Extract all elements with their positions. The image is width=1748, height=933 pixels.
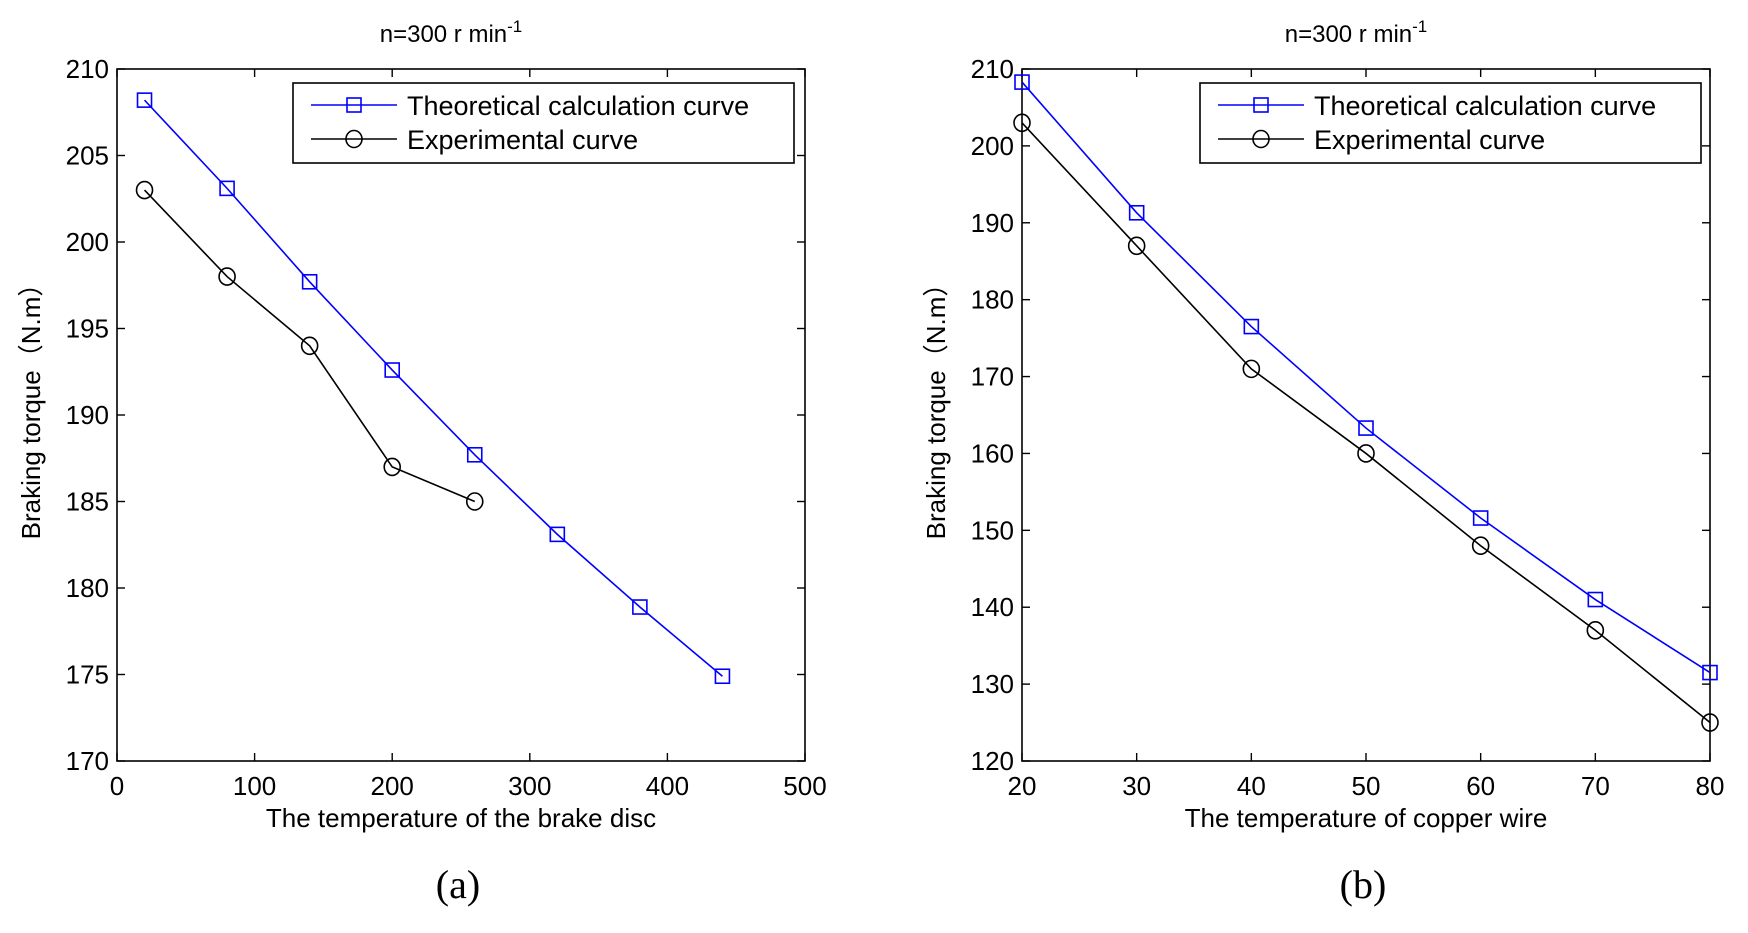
legend-marker-circle — [345, 129, 363, 149]
data-point-square — [136, 92, 153, 108]
series-line — [143, 189, 476, 503]
data-point-circle — [300, 336, 319, 356]
y-tick-label: 170 — [971, 362, 1014, 392]
x-tick-label: 50 — [1352, 771, 1381, 801]
x-tick-label: 200 — [371, 771, 414, 801]
data-point-circle — [1471, 536, 1490, 556]
series-experimental — [1013, 113, 1719, 732]
y-tick-label: 190 — [971, 208, 1014, 238]
data-point-square — [384, 362, 401, 378]
plot-frame — [1021, 68, 1711, 762]
legend-box — [292, 82, 795, 164]
x-tick-label: 500 — [783, 771, 826, 801]
legend-marker-square — [1253, 97, 1269, 113]
data-point-square — [301, 273, 318, 290]
data-point-square — [714, 668, 731, 685]
x-tick-label: 30 — [1122, 771, 1151, 801]
y-tick-label: 130 — [971, 669, 1014, 699]
panel-label: (b) — [1340, 862, 1387, 907]
x-axis-label: The temperature of the brake disc — [266, 803, 656, 833]
y-tick-label: 150 — [971, 515, 1014, 545]
x-tick-label: 80 — [1696, 771, 1725, 801]
series-theoretical — [136, 92, 731, 685]
legend-marker-square — [346, 97, 362, 113]
y-tick-label: 210 — [971, 54, 1014, 84]
series-line — [1021, 81, 1711, 674]
y-axis-label: Braking torque（N.m） — [921, 271, 951, 540]
data-point-square — [1014, 74, 1030, 90]
y-tick-label: 180 — [66, 573, 109, 603]
y-tick-label: 195 — [66, 314, 109, 344]
y-axis-label: Braking torque（N.m） — [16, 271, 46, 540]
data-point-circle — [465, 492, 484, 511]
data-point-square — [549, 526, 566, 543]
y-tick-label: 170 — [66, 746, 109, 776]
y-tick-label: 160 — [971, 438, 1014, 468]
x-tick-label: 0 — [110, 771, 124, 801]
data-point-circle — [1013, 113, 1031, 133]
y-tick-label: 205 — [66, 141, 109, 171]
x-tick-label: 70 — [1581, 771, 1610, 801]
legend-label: Theoretical calculation curve — [1314, 91, 1656, 121]
data-point-circle — [1357, 444, 1375, 463]
data-point-square — [466, 446, 483, 463]
series-line — [1021, 122, 1711, 724]
data-point-circle — [1242, 359, 1261, 379]
chart-title-text: n=300 r min — [1285, 21, 1412, 48]
plot-frame — [116, 68, 806, 762]
data-point-circle — [1701, 713, 1719, 732]
data-point-square — [1587, 591, 1604, 608]
data-point-circle — [383, 457, 402, 477]
legend-label: Experimental curve — [407, 125, 638, 155]
y-tick-label: 185 — [66, 487, 109, 517]
chart-title: n=300 r min-1 — [380, 17, 523, 48]
y-tick-label: 175 — [66, 660, 109, 690]
data-point-circle — [1586, 620, 1605, 640]
legend: Theoretical calculation curve Experimenta… — [1199, 82, 1702, 164]
x-tick-label: 40 — [1237, 771, 1266, 801]
y-tick-label: 200 — [971, 131, 1014, 161]
data-point-square — [1702, 664, 1718, 681]
data-point-circle — [135, 180, 154, 200]
series-line — [143, 99, 723, 677]
data-point-square — [632, 599, 648, 615]
legend-label: Experimental curve — [1314, 125, 1545, 155]
y-tick-label: 120 — [971, 746, 1014, 776]
panel-label: (a) — [436, 862, 480, 907]
y-tick-label: 190 — [66, 400, 109, 430]
x-tick-label: 100 — [233, 771, 276, 801]
chart-panel-b: n=300 r min-1 20 30 40 50 60 70 80 120 130 140 150 1… — [921, 17, 1724, 907]
y-tick-label: 140 — [971, 592, 1014, 622]
data-point-square — [1243, 318, 1260, 335]
chart-title-superscript: -1 — [1412, 17, 1427, 36]
series-theoretical — [1014, 74, 1718, 681]
x-axis-label: The temperature of copper wire — [1185, 803, 1548, 833]
x-tick-label: 400 — [646, 771, 689, 801]
y-tick-label: 210 — [66, 54, 109, 84]
chart-panel-a: n=300 r min-1 0 100 200 300 400 500 170 175 180 18… — [16, 17, 827, 907]
data-point-circle — [218, 267, 236, 286]
legend-label: Theoretical calculation curve — [407, 91, 749, 121]
x-tick-label: 20 — [1008, 771, 1037, 801]
y-tick-label: 200 — [66, 227, 109, 257]
data-point-square — [219, 180, 235, 197]
chart-title-text: n=300 r min — [380, 21, 507, 48]
data-point-square — [1128, 204, 1145, 221]
data-point-square — [1358, 420, 1374, 436]
chart-title-superscript: -1 — [507, 17, 522, 36]
y-tick-label: 180 — [971, 285, 1014, 315]
data-point-circle — [1127, 236, 1146, 256]
legend-box — [1199, 82, 1702, 164]
legend-marker-circle — [1252, 129, 1270, 149]
series-experimental — [135, 180, 484, 511]
x-tick-label: 60 — [1466, 771, 1495, 801]
x-tick-label: 300 — [508, 771, 551, 801]
data-point-square — [1472, 510, 1489, 526]
legend: Theoretical calculation curve Experimenta… — [292, 82, 795, 164]
chart-title: n=300 r min-1 — [1285, 17, 1428, 48]
